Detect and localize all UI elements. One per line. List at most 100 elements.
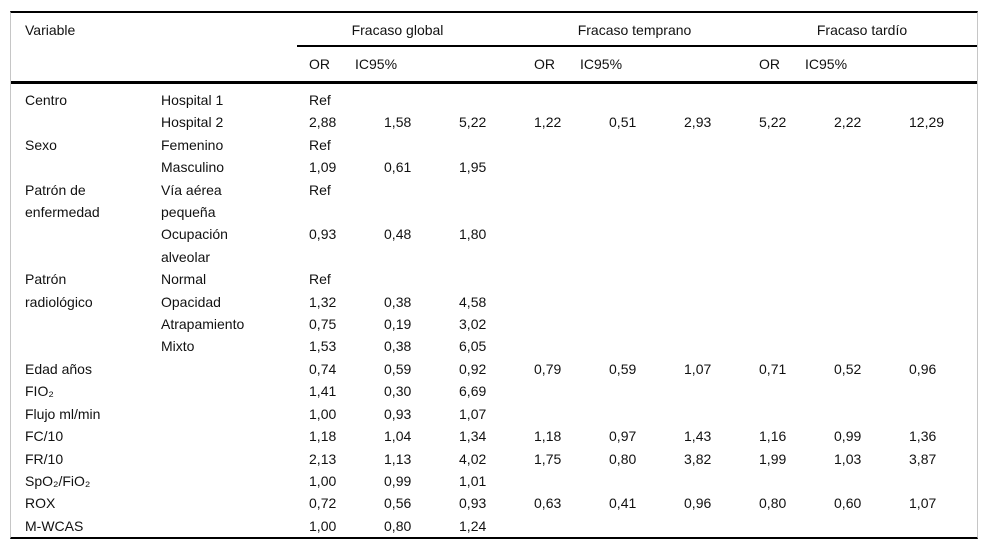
category-cell: Hospital 1 (161, 92, 224, 108)
value-cell (747, 134, 822, 156)
variable-cell: SpO₂/FiO₂ (25, 472, 91, 489)
variable-cell: Flujo ml/min (25, 405, 101, 422)
value-cell: 0,19 (384, 316, 412, 333)
value-cell: 1,80 (459, 226, 487, 243)
table-row: Ocupación alveolar 0,93 0,48 1,80 (11, 223, 977, 268)
value-cell (822, 470, 897, 492)
value-cell: 0,96 (684, 495, 712, 512)
value-cell (822, 403, 897, 425)
value-cell (822, 156, 897, 178)
value-cell: 12,29 (909, 114, 945, 131)
value-cell (822, 268, 897, 290)
table-row: Patrón de enfermedad Vía aérea pequeña Ref (11, 179, 977, 224)
value-cell: 3,82 (684, 450, 712, 467)
value-cell (447, 134, 522, 156)
value-cell: 1,00 (309, 405, 337, 422)
value-cell (597, 223, 672, 268)
table-row: SpO₂/FiO₂ 1,00 0,99 1,01 (11, 470, 977, 492)
category-cell: Normal (161, 271, 207, 288)
value-cell (597, 313, 672, 335)
variable-cell: Sexo (25, 136, 57, 153)
value-cell: 0,99 (834, 428, 862, 445)
value-cell: 0,79 (534, 360, 562, 377)
value-cell: 1,18 (309, 428, 337, 445)
value-cell: 0,97 (609, 428, 637, 445)
value-cell (597, 179, 672, 224)
value-cell (672, 156, 747, 178)
value-cell (822, 83, 897, 112)
value-cell: 6,69 (459, 383, 487, 400)
value-cell: 1,00 (309, 517, 337, 534)
value-cell: 1,18 (534, 428, 562, 445)
value-cell (897, 380, 977, 402)
value-cell: 0,60 (834, 495, 862, 512)
value-cell (522, 223, 597, 268)
value-cell: 1,07 (459, 405, 487, 422)
variable-cell: M-WCAS (25, 517, 84, 534)
value-cell: 0,52 (834, 360, 862, 377)
value-cell (447, 179, 522, 224)
value-cell: 1,75 (534, 450, 562, 467)
value-cell (597, 156, 672, 178)
value-cell: 2,22 (834, 114, 862, 131)
value-cell: 1,43 (684, 428, 712, 445)
value-cell: 1,24 (459, 517, 487, 534)
category-cell (147, 358, 297, 380)
value-cell: 2,88 (309, 114, 337, 131)
variable-cell: Edad años (25, 360, 92, 377)
category-cell: Masculino (161, 159, 225, 176)
value-cell: 0,48 (384, 226, 412, 243)
value-cell (897, 268, 977, 290)
table-row: ROX 0,72 0,56 0,93 0,63 0,41 0,96 0,80 0,60 1,07 (11, 492, 977, 514)
value-cell: 0,51 (609, 114, 637, 131)
value-cell (522, 291, 597, 313)
category-cell: Vía aérea pequeña (161, 181, 222, 221)
value-cell (822, 179, 897, 224)
value-cell (897, 515, 977, 537)
table-row: FC/10 1,18 1,04 1,34 1,18 0,97 1,43 1,16 0,99 1,3… (11, 425, 977, 447)
value-cell (747, 83, 822, 112)
value-cell (672, 335, 747, 357)
value-cell (897, 179, 977, 224)
value-cell (522, 83, 597, 112)
value-cell: 0,80 (759, 495, 787, 512)
value-cell (897, 313, 977, 335)
value-cell (597, 268, 672, 290)
value-cell: 1,00 (309, 472, 337, 489)
category-cell (147, 380, 297, 402)
category-cell: Hospital 2 (161, 114, 224, 131)
value-cell (522, 335, 597, 357)
value-cell (897, 335, 977, 357)
value-cell: 4,58 (459, 293, 487, 310)
category-cell: Atrapamiento (161, 316, 245, 333)
value-cell (372, 179, 447, 224)
value-cell (747, 313, 822, 335)
value-cell: 3,87 (909, 450, 937, 467)
value-cell (897, 156, 977, 178)
value-cell: 1,07 (684, 360, 712, 377)
variable-cell: Centro (25, 92, 68, 108)
value-cell: 0,96 (909, 360, 937, 377)
value-cell (372, 83, 447, 112)
value-cell: 2,93 (684, 114, 712, 131)
outcome-group-headers: Fracaso global Fracaso temprano Fracaso ta… (297, 13, 977, 47)
variable-cell: FR/10 (25, 450, 64, 467)
value-cell (822, 223, 897, 268)
value-cell: 1,13 (384, 450, 412, 467)
value-cell (897, 134, 977, 156)
value-cell (822, 291, 897, 313)
or-ci-table: Variable Fracaso global Fracaso temprano F… (11, 13, 977, 537)
value-cell: 0,93 (459, 495, 487, 512)
ic95-header-global: IC95% (355, 46, 523, 84)
table-row: FIO₂ 1,41 0,30 6,69 (11, 380, 977, 402)
group-header-row: Variable Fracaso global Fracaso temprano F… (11, 13, 977, 47)
value-cell: 1,34 (459, 428, 487, 445)
value-cell: 4,02 (459, 450, 487, 467)
table-row: Atrapamiento 0,75 0,19 3,02 (11, 313, 977, 335)
value-cell (672, 223, 747, 268)
value-cell (522, 380, 597, 402)
category-cell (147, 425, 297, 447)
group-header-fracaso-temprano: Fracaso temprano (577, 21, 692, 38)
value-cell: 0,80 (384, 517, 412, 534)
value-cell: 0,38 (384, 338, 412, 355)
